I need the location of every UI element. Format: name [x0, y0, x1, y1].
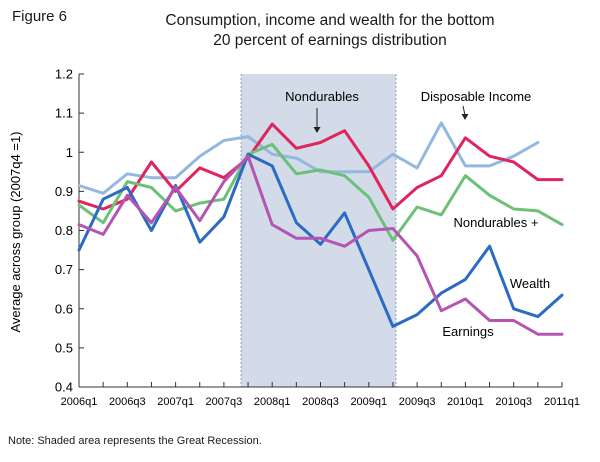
x-tick-label: 2006q3 — [109, 396, 146, 408]
annotation-disposable-income: Disposable Income — [421, 89, 532, 104]
y-tick-label: 0.9 — [55, 184, 73, 199]
series-line-disposable-income — [77, 121, 540, 195]
x-tick-label: 2007q1 — [157, 396, 194, 408]
y-axis-label: Average across group (2007q4 =1) — [8, 131, 23, 332]
y-tick-label: 0.8 — [55, 223, 73, 238]
axes: 0.4 0.5 0.6 0.7 0.8 0.9 1 1.1 1.2 2006q1 2006q3 200… — [55, 67, 580, 409]
x-tick-label: 2009q1 — [350, 396, 387, 408]
annotation-nondurables: Nondurables + — [454, 215, 539, 230]
y-tick-label: 0.5 — [55, 340, 73, 355]
chart-note: Note: Shaded area represents the Great R… — [8, 435, 262, 447]
x-tick-label: 2007q3 — [206, 396, 243, 408]
y-tick-label: 1 — [66, 145, 73, 160]
x-tick-label: 2008q3 — [302, 396, 339, 408]
annotation-arrow-head — [461, 114, 469, 120]
annotation-wealth: Wealth — [510, 276, 550, 291]
annotation-nondurables: Nondurables — [285, 89, 359, 104]
series-line-nondurables — [77, 142, 564, 242]
y-tick-label: 1.2 — [55, 67, 73, 82]
annotation-arrow-head — [313, 127, 321, 133]
series-line-nondurables — [77, 122, 564, 211]
x-tick-label: 2010q3 — [495, 396, 532, 408]
chart-title-line-1: Consumption, income and wealth for the b… — [165, 12, 495, 29]
series-line-wealth — [77, 152, 564, 328]
x-tick-label: 2010q1 — [447, 396, 484, 408]
figure-label: Figure 6 — [12, 8, 68, 25]
chart-title: Consumption, income and wealth for the b… — [130, 11, 530, 51]
annotation-arrow-shaft — [462, 105, 466, 116]
y-tick-label: 0.6 — [55, 301, 73, 316]
series-line-earnings — [77, 154, 564, 336]
y-tick-label: 1.1 — [55, 106, 73, 121]
chart-title-line-2: 20 percent of earnings distribution — [213, 32, 447, 49]
x-tick-label: 2008q1 — [254, 396, 291, 408]
x-tick-label: 2006q1 — [61, 396, 98, 408]
annotation-earnings: Earnings — [442, 324, 494, 339]
annotation-layer: Nondurables Disposable Income Nondurables … — [285, 89, 550, 339]
y-tick-label: 0.7 — [55, 262, 73, 277]
x-tick-label: 2009q3 — [399, 396, 436, 408]
y-tick-label: 0.4 — [55, 380, 73, 395]
x-tick-label: 2011q1 — [544, 396, 580, 408]
series-layer — [77, 121, 564, 336]
